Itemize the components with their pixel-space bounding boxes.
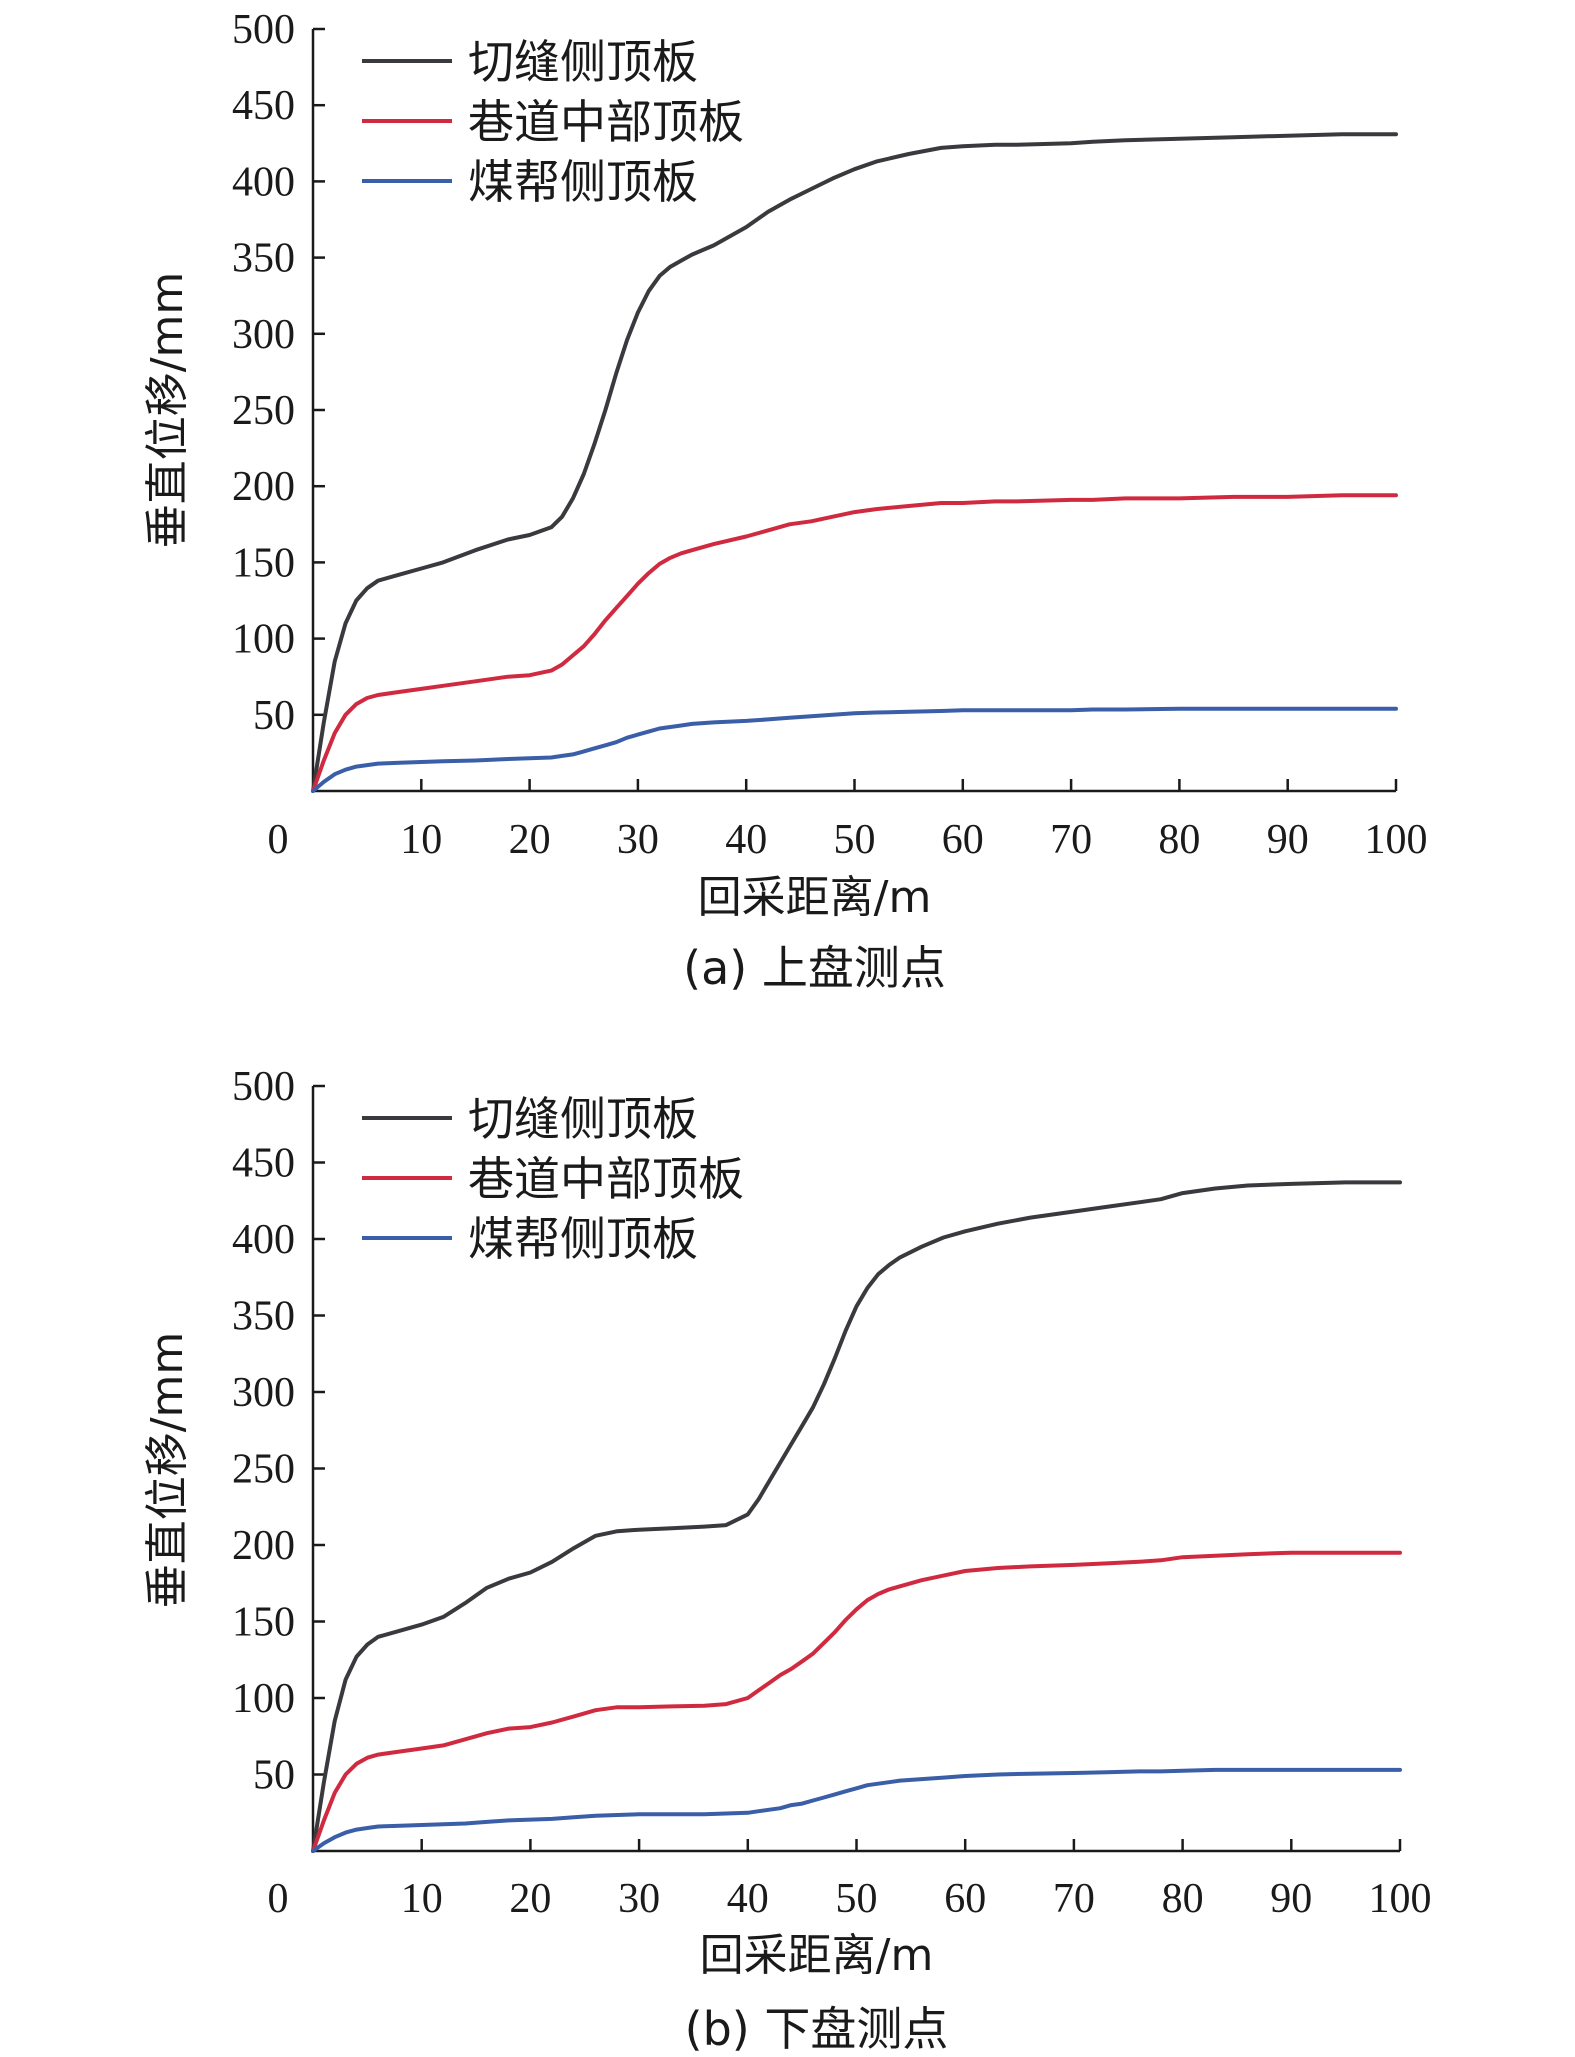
x-tick-label: 10	[400, 817, 442, 863]
series-line-0	[311, 1180, 1402, 1853]
legend-label: 煤帮侧顶板	[468, 155, 698, 209]
legend-label: 巷道中部顶板	[468, 95, 744, 149]
x-tick-label: 30	[618, 1876, 660, 1922]
x-axis-label: 回采距离/m	[700, 1930, 934, 1981]
x-tick-label: 50	[836, 1876, 878, 1922]
x-tick-label: 60	[944, 1876, 986, 1922]
x-tick-label: 90	[1270, 1876, 1312, 1922]
x-tick-label: 40	[725, 817, 767, 863]
x-tick-label: 100	[1369, 1876, 1432, 1922]
series-line-2	[311, 1767, 1402, 1853]
panel-caption: (a) 上盘测点	[683, 941, 946, 995]
x-tick-label: 0	[268, 1876, 289, 1922]
y-axis-label: 垂直位移/mm	[142, 1332, 193, 1609]
legend-label: 切缝侧顶板	[468, 1092, 698, 1146]
y-tick-label: 500	[232, 7, 295, 53]
y-tick-label: 300	[232, 312, 295, 358]
y-tick-label: 300	[232, 1370, 295, 1416]
chart-lower-panel: 50 100 150 200 250 300 350 400 450 500 0 10 20 30 40 50…	[142, 1064, 1432, 2056]
y-tick-label: 100	[232, 617, 295, 663]
x-tick-label: 90	[1267, 817, 1309, 863]
x-tick-label: 20	[509, 817, 551, 863]
legend-label: 切缝侧顶板	[468, 35, 698, 89]
x-tick-label: 70	[1053, 1876, 1095, 1922]
y-tick-label: 100	[232, 1676, 295, 1722]
y-tick-label: 450	[232, 83, 295, 129]
y-tick-label: 50	[253, 1753, 295, 1799]
x-tick-label: 50	[834, 817, 876, 863]
x-tick-label: 80	[1158, 817, 1200, 863]
x-axis-label: 回采距离/m	[698, 872, 932, 923]
y-tick-label: 350	[232, 236, 295, 282]
y-tick-label: 250	[232, 1447, 295, 1493]
y-tick-label: 250	[232, 388, 295, 434]
y-tick-label: 50	[253, 693, 295, 739]
x-tick-label: 80	[1162, 1876, 1204, 1922]
y-tick-label: 150	[232, 1600, 295, 1646]
y-tick-label: 450	[232, 1141, 295, 1187]
x-tick-label: 10	[401, 1876, 443, 1922]
y-tick-label: 400	[232, 1217, 295, 1263]
series-line-1	[311, 493, 1398, 793]
x-tick-label: 30	[617, 817, 659, 863]
x-tick-label: 40	[727, 1876, 769, 1922]
y-tick-label: 200	[232, 464, 295, 510]
legend-label: 巷道中部顶板	[468, 1152, 744, 1206]
y-tick-label: 400	[232, 159, 295, 205]
y-axis-label: 垂直位移/mm	[142, 272, 193, 549]
x-tick-label: 60	[942, 817, 984, 863]
panel-caption: (b) 下盘测点	[685, 2002, 949, 2056]
series-line-1	[311, 1550, 1402, 1853]
series-line-0	[311, 132, 1398, 793]
x-tick-label: 0	[268, 817, 289, 863]
chart-upper-panel: 50 100 150 200 250 300 350 400 450 500 0 10 20 30 40 50…	[142, 7, 1428, 995]
x-tick-label: 100	[1365, 817, 1428, 863]
series-line-2	[311, 706, 1398, 793]
y-tick-label: 200	[232, 1523, 295, 1569]
legend-label: 煤帮侧顶板	[468, 1212, 698, 1266]
y-tick-label: 150	[232, 540, 295, 586]
x-tick-label: 70	[1050, 817, 1092, 863]
y-tick-label: 500	[232, 1064, 295, 1110]
x-tick-label: 20	[509, 1876, 551, 1922]
y-tick-label: 350	[232, 1294, 295, 1340]
